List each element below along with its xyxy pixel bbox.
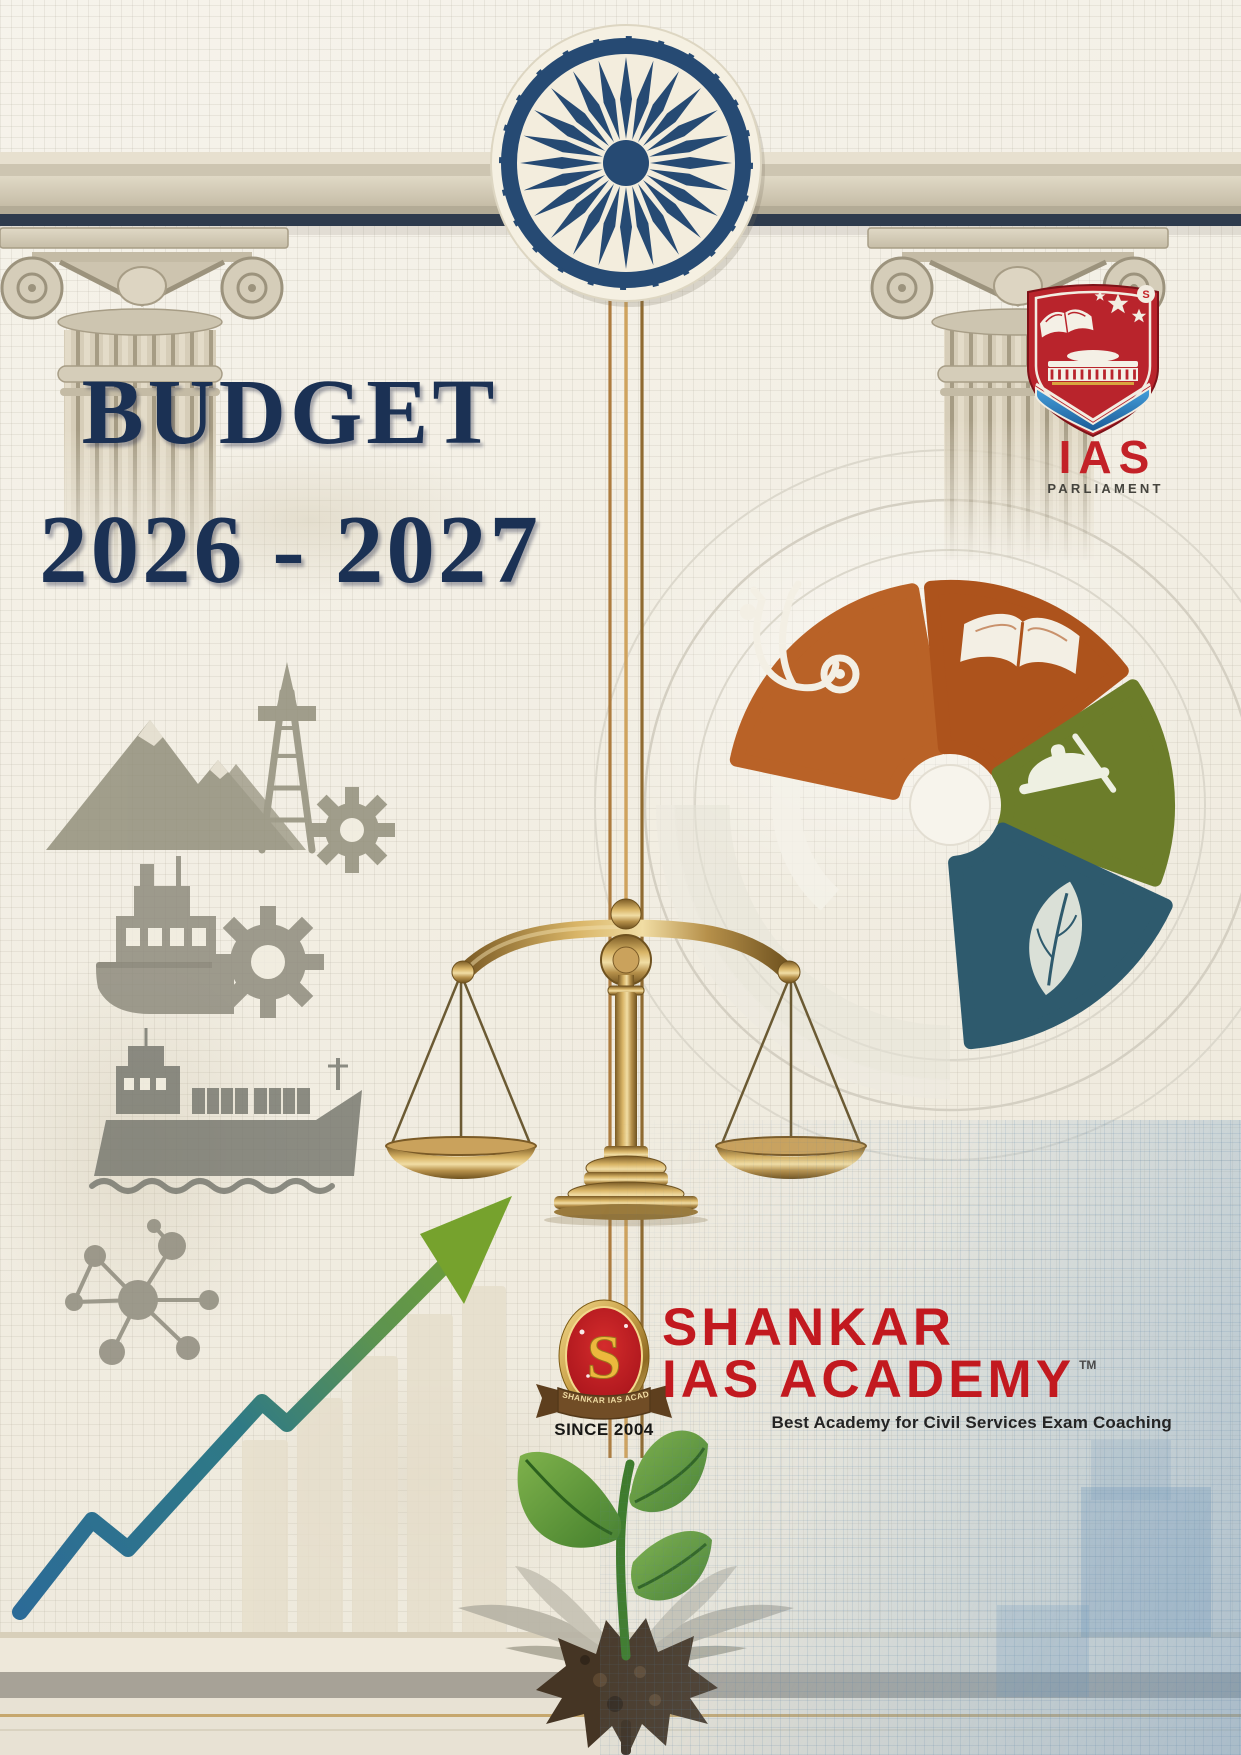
growth-arrow-icon bbox=[12, 1196, 512, 1620]
trademark-mark: TM bbox=[1079, 1357, 1097, 1372]
bar-chart-backdrop bbox=[242, 1286, 506, 1636]
ionic-column-left bbox=[0, 227, 289, 580]
tugboat-icon bbox=[96, 856, 234, 1014]
sector-wheel bbox=[729, 580, 1175, 1050]
academy-name-line2-text: IAS ACADEMY bbox=[662, 1349, 1076, 1409]
ias-parliament-shield: S bbox=[1027, 284, 1159, 438]
shield-parliament-icon bbox=[1048, 350, 1138, 385]
academy-name-line2: IAS ACADEMY TM bbox=[662, 1353, 1174, 1406]
labour-sector bbox=[991, 679, 1175, 887]
hard-hat-icon bbox=[1019, 733, 1117, 795]
gear-icon-2 bbox=[212, 906, 324, 1018]
cargo-ship-icon bbox=[89, 1028, 362, 1194]
stethoscope-icon bbox=[740, 580, 860, 694]
gear-icon bbox=[309, 787, 395, 873]
cover-years: 2026 - 2027 bbox=[39, 496, 541, 603]
oil-derrick-icon bbox=[258, 662, 316, 854]
leaf-icon bbox=[1029, 881, 1082, 996]
ashoka-chakra-icon bbox=[490, 24, 765, 307]
shield-s-mark: S bbox=[1142, 289, 1149, 301]
scale-pan-right bbox=[715, 1136, 867, 1179]
since-label: SINCE 2004 bbox=[554, 1420, 654, 1439]
mountains-icon bbox=[46, 720, 306, 850]
academy-monogram: S bbox=[587, 1324, 621, 1392]
ias-parliament-wordmark: IAS PARLIAMENT bbox=[1016, 434, 1192, 496]
wheel-hub bbox=[909, 764, 991, 846]
academy-tagline: Best Academy for Civil Services Exam Coa… bbox=[771, 1412, 1172, 1432]
parliament-label: PARLIAMENT bbox=[1047, 481, 1164, 496]
industry-silhouettes bbox=[46, 662, 395, 1365]
title-block: BUDGET 2026 - 2027 bbox=[20, 366, 560, 598]
network-molecule-icon bbox=[65, 1219, 219, 1365]
balance-scale-icon bbox=[385, 898, 867, 1226]
academy-name-line1: SHANKAR bbox=[662, 1298, 955, 1357]
scale-pan-left bbox=[385, 1136, 537, 1179]
shield-book-icon bbox=[1039, 309, 1094, 338]
ias-acronym: IAS bbox=[1058, 431, 1157, 483]
academy-emblem: S SHANKAR IAS ACADEMY bbox=[536, 1292, 672, 1420]
academy-name-block: SHANKAR IAS ACADEMY TM Best Academy for C… bbox=[662, 1298, 1174, 1433]
gold-plumb-threads bbox=[608, 296, 644, 1458]
cover-title: BUDGET bbox=[81, 361, 499, 464]
open-book-icon bbox=[960, 613, 1080, 674]
